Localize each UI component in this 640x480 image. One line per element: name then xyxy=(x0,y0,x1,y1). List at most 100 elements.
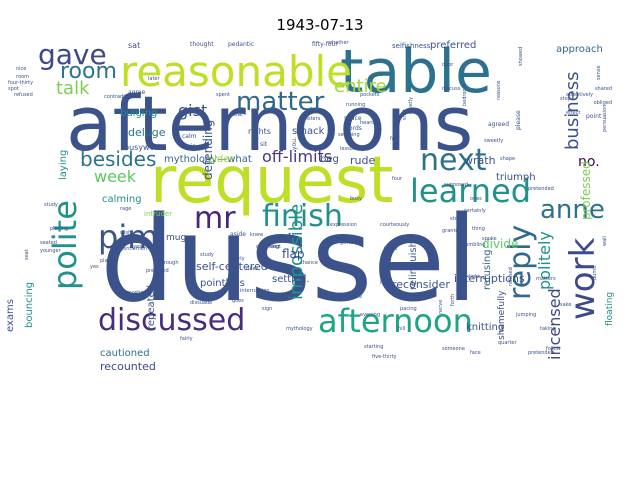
cloud-word: placing xyxy=(50,226,68,232)
cloud-word: eyes xyxy=(130,244,142,250)
cloud-word: mythology xyxy=(286,326,313,332)
cloud-word: refusing xyxy=(482,249,493,290)
cloud-word: forth xyxy=(450,294,456,306)
cloud-word: discussed xyxy=(98,303,245,338)
cloud-word: anywhere xyxy=(124,290,149,296)
cloud-word: afternoon xyxy=(318,302,473,340)
cloud-word: twice xyxy=(384,246,397,252)
cloud-word: grumbling xyxy=(460,242,486,248)
cloud-word: busywork xyxy=(124,143,163,152)
cloud-word: divide xyxy=(482,237,518,251)
cloud-word: gentlemen xyxy=(120,246,147,252)
cloud-word: incensed xyxy=(545,288,564,360)
cloud-word: reasons xyxy=(496,80,502,100)
cloud-word: wrath xyxy=(464,154,496,167)
cloud-word: mr xyxy=(194,201,236,236)
cloud-word: pretended xyxy=(528,350,554,356)
cloud-word: impossible xyxy=(286,204,307,300)
cloud-word: reconsider xyxy=(392,278,450,291)
cloud-word: study xyxy=(44,202,58,208)
cloud-word: pedantic xyxy=(228,41,254,48)
cloud-word: gave xyxy=(38,38,107,71)
cloud-word: four-thirty xyxy=(8,80,33,86)
cloud-word: sign xyxy=(262,306,272,312)
cloud-word: no. xyxy=(578,154,600,170)
cloud-word: attentively xyxy=(566,92,593,98)
cloud-word: next xyxy=(420,143,487,178)
cloud-word: preferred xyxy=(430,40,476,51)
cloud-word: seething xyxy=(338,132,360,138)
cloud-word: wall xyxy=(602,236,608,246)
cloud-word: mythology—what xyxy=(164,154,252,165)
cloud-word: persuasion xyxy=(602,105,608,132)
cloud-word: prepared xyxy=(146,268,169,274)
cloud-word: rights xyxy=(248,127,271,136)
cloud-word: knew xyxy=(250,232,263,238)
cloud-word: sunlight xyxy=(460,274,480,280)
cloud-word: study xyxy=(200,252,214,258)
cloud-word: smack xyxy=(292,126,325,137)
cloud-word: yes xyxy=(90,264,99,270)
cloud-word: granted xyxy=(442,228,462,234)
cloud-word: calming xyxy=(102,194,142,205)
cloud-word: mug xyxy=(166,233,186,243)
cloud-word: certainly xyxy=(464,208,486,214)
cloud-word: contradict xyxy=(104,94,129,100)
cloud-word: shamefully xyxy=(497,290,507,340)
cloud-word: charming xyxy=(256,244,280,250)
cloud-word: rough xyxy=(164,260,179,266)
cloud-word: ones xyxy=(470,196,482,202)
cloud-word: point xyxy=(586,113,602,120)
cloud-word: talk xyxy=(56,78,90,99)
cloud-word: evening xyxy=(360,312,380,318)
cloud-word: expression xyxy=(330,222,357,228)
cloud-word: stood xyxy=(450,216,464,222)
cloud-word: appreciate xyxy=(330,293,362,300)
cloud-word: shared xyxy=(595,86,612,92)
cloud-word: laying xyxy=(58,150,69,180)
cloud-word: seat xyxy=(24,249,30,260)
cloud-word: rules xyxy=(246,266,259,272)
cloud-word: younger xyxy=(40,248,62,254)
cloud-word: intruder xyxy=(144,210,172,218)
cloud-word: knitting xyxy=(466,322,504,333)
cloud-word: entire xyxy=(334,76,387,97)
cloud-word: talking xyxy=(402,264,419,270)
cloud-word: interruptions xyxy=(454,272,525,285)
cloud-word: approach xyxy=(556,44,603,55)
cloud-word: work xyxy=(563,237,603,320)
cloud-word: starting xyxy=(364,344,383,350)
cloud-word: pointless xyxy=(200,278,245,289)
cloud-word: shape xyxy=(500,156,515,162)
cloud-word: deal xyxy=(230,111,243,118)
cloud-word: agreed xyxy=(488,121,509,128)
cloud-word: sweetly xyxy=(484,138,503,144)
cloud-word: effect xyxy=(566,110,580,116)
cloud-word: matters xyxy=(536,276,556,282)
cloud-word: cautioned xyxy=(100,348,150,359)
cloud-word: sake xyxy=(560,302,571,308)
cloud-word: stop xyxy=(560,96,571,102)
cloud-word: plain xyxy=(100,258,112,264)
cloud-word: chair xyxy=(180,143,195,150)
cloud-word: week xyxy=(94,167,137,186)
cloud-word: request xyxy=(150,144,393,218)
chart-title: 1943-07-13 xyxy=(276,16,364,34)
cloud-word: recounted xyxy=(100,360,156,373)
cloud-word: words xyxy=(344,125,362,132)
cloud-word: quietly xyxy=(408,97,414,114)
cloud-word: spoke xyxy=(482,236,497,242)
cloud-word: wish xyxy=(120,230,131,236)
cloud-word: reply xyxy=(503,225,538,300)
cloud-word: gist xyxy=(178,101,207,120)
cloud-word: fifty-four xyxy=(312,41,338,48)
cloud-word: thing xyxy=(472,226,485,232)
cloud-word: running xyxy=(346,102,365,108)
cloud-word: relinquish xyxy=(408,241,419,290)
cloud-word: showed xyxy=(518,47,524,66)
cloud-word: gotten xyxy=(340,240,356,246)
cloud-word: thought xyxy=(190,41,214,48)
cloud-word: busy xyxy=(350,196,362,202)
cloud-word: finish xyxy=(262,199,343,234)
cloud-word: bulging xyxy=(120,108,157,119)
